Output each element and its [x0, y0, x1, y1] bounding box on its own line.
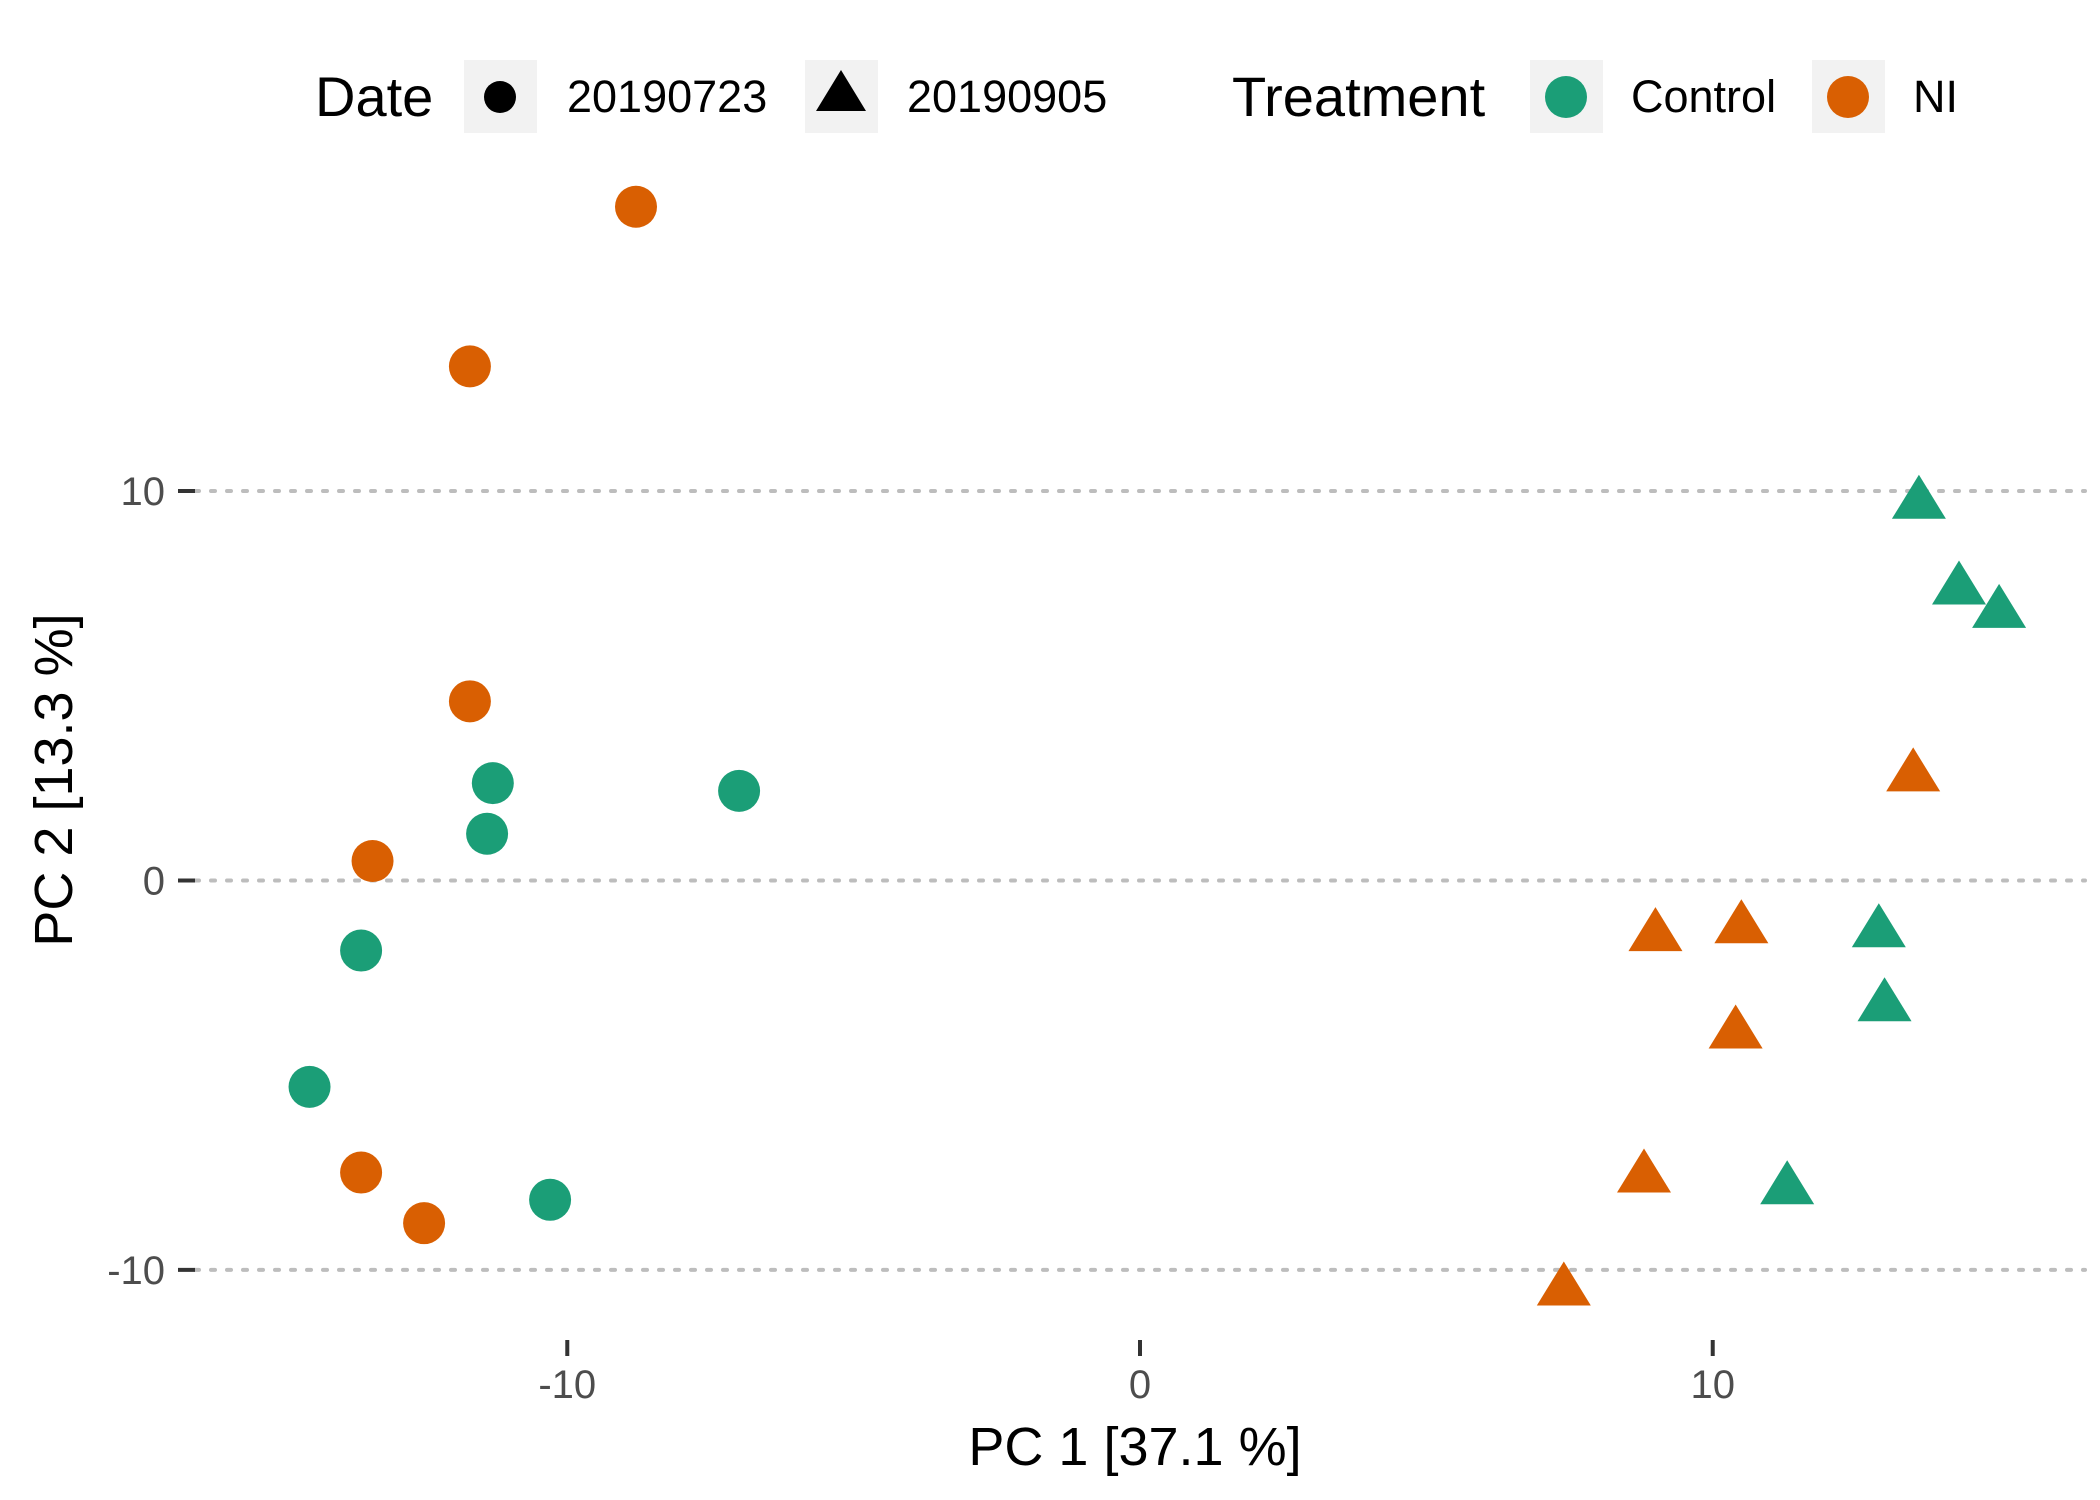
legend-shape-label-1: 20190723	[567, 71, 767, 122]
point-control-20190905-2	[1972, 583, 2027, 628]
point-ni-20190723-4	[340, 1151, 383, 1194]
legend-key-control	[1545, 76, 1587, 118]
point-ni-20190905-3	[1708, 1004, 1763, 1049]
x-tick-label-0: -10	[538, 1363, 596, 1407]
legend-key-triangle	[816, 70, 866, 111]
point-ni-20190905-1	[1628, 907, 1683, 952]
legend-shape-title: Date	[315, 65, 433, 128]
legend-color-title: Treatment	[1232, 65, 1486, 128]
point-control-20190723-4	[288, 1065, 331, 1108]
point-control-20190905-4	[1857, 977, 1912, 1022]
point-ni-20190723-0	[615, 185, 657, 228]
legend-shape-label-2: 20190905	[907, 71, 1107, 122]
y-tick-label-2: 10	[121, 470, 166, 514]
legend-key-ni	[1827, 76, 1869, 118]
y-tick-label-0: -10	[107, 1249, 165, 1293]
x-tick-label-2: 10	[1690, 1363, 1735, 1407]
legend: Date 20190723 20190905 Treatment Control…	[315, 60, 1958, 133]
point-control-20190905-3	[1851, 903, 1906, 948]
x-axis: -10 0 10	[538, 1340, 1735, 1407]
legend-color-label-1: Control	[1631, 71, 1776, 122]
point-ni-20190723-1	[448, 345, 491, 388]
x-axis-title: PC 1 [37.1 %]	[968, 1417, 1301, 1477]
grid-lines	[193, 489, 2087, 1272]
y-axis-title: PC 2 [13.3 %]	[24, 613, 84, 946]
point-ni-20190905-5	[1536, 1261, 1591, 1306]
y-axis: -10 0 10	[107, 470, 195, 1293]
point-control-20190723-5	[529, 1178, 572, 1221]
legend-color-label-2: NI	[1913, 71, 1958, 122]
point-ni-20190723-2	[448, 680, 491, 723]
data-points	[288, 185, 2027, 1306]
point-ni-20190905-4	[1617, 1148, 1671, 1193]
point-control-20190905-0	[1891, 474, 1946, 519]
point-control-20190723-1	[718, 769, 761, 812]
point-ni-20190905-0	[1886, 747, 1941, 792]
y-tick-label-1: 0	[143, 859, 165, 903]
point-control-20190723-2	[466, 812, 509, 855]
x-tick-label-1: 0	[1129, 1363, 1151, 1407]
point-control-20190723-0	[471, 762, 514, 805]
point-control-20190723-3	[340, 929, 383, 972]
point-ni-20190723-5	[403, 1202, 446, 1245]
point-ni-20190905-2	[1714, 899, 1769, 944]
point-control-20190905-5	[1760, 1160, 1815, 1205]
legend-key-circle	[484, 81, 516, 113]
point-control-20190905-1	[1932, 560, 1986, 605]
point-ni-20190723-3	[351, 839, 394, 882]
